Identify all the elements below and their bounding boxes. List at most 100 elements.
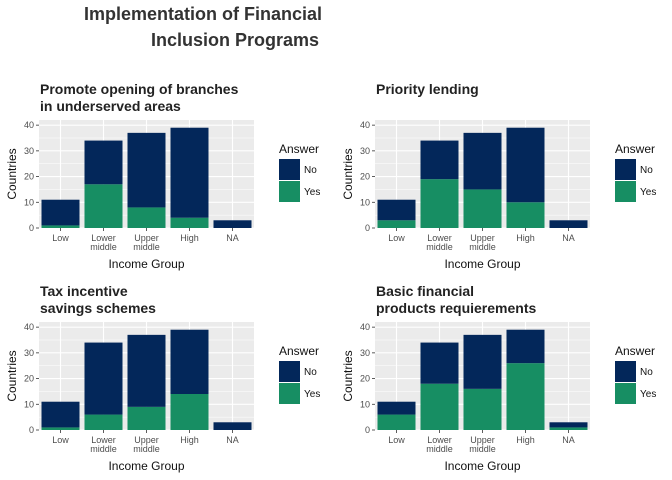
y-tick-label: 10	[24, 399, 34, 409]
x-tick-label: NA	[562, 435, 575, 445]
x-tick-label: Upper	[470, 233, 495, 243]
bar-yes-low	[41, 225, 80, 228]
bar-yes-upper-middle	[463, 189, 502, 228]
bar-no-upper-middle	[127, 334, 166, 407]
legend-key-no	[279, 159, 300, 180]
y-tick-label: 10	[24, 197, 34, 207]
y-tick-label: 20	[24, 374, 34, 384]
y-tick-label: 20	[24, 172, 34, 182]
bar-yes-high	[170, 394, 209, 430]
x-tick-label: middle	[426, 444, 453, 454]
chart-title-line: products requierements	[376, 300, 536, 316]
x-axis-label: Income Group	[108, 257, 184, 271]
bar-yes-na	[549, 427, 588, 430]
x-tick-label: NA	[226, 233, 239, 243]
x-axis-label: Income Group	[444, 459, 520, 473]
x-tick-label: High	[516, 435, 535, 445]
x-tick-label: Upper	[470, 435, 495, 445]
x-tick-label: Lower	[427, 233, 452, 243]
legend-title: Answer	[615, 142, 655, 156]
bar-yes-low	[377, 414, 416, 430]
chart-svg: Basic financial products requierements 0 1…	[341, 283, 656, 473]
bar-yes-lower-middle	[420, 383, 459, 430]
x-tick-label: middle	[133, 444, 160, 454]
chart-panel-tax-incentive: Tax incentive savings schemes 0 10 20 30 40 Lo…	[0, 280, 336, 480]
bar-yes-high	[506, 202, 545, 228]
bar-yes-lower-middle	[84, 414, 123, 430]
y-axis-label: Countries	[341, 350, 355, 401]
y-tick-label: 20	[360, 374, 370, 384]
chart-panel-basic-products: Basic financial products requierements 0 1…	[336, 280, 672, 480]
bar-yes-low	[377, 220, 416, 228]
y-tick-label: 40	[24, 120, 34, 130]
x-tick-label: middle	[90, 242, 117, 252]
bar-no-high	[506, 127, 545, 203]
y-tick-label: 30	[360, 348, 370, 358]
chart-title-line: Basic financial	[376, 283, 474, 299]
y-tick-label: 0	[365, 425, 370, 435]
main-title-line-1: Implementation of Financial	[84, 4, 323, 24]
x-axis-label: Income Group	[108, 459, 184, 473]
x-tick-label: Low	[52, 233, 69, 243]
x-tick-label: High	[180, 435, 199, 445]
bar-no-low	[377, 199, 416, 221]
bar-no-lower-middle	[84, 342, 123, 415]
main-title: Implementation of Financial Inclusion Pr…	[0, 0, 672, 60]
bar-no-upper-middle	[127, 132, 166, 208]
chart-title-line: Priority lending	[376, 81, 479, 97]
y-axis-label: Countries	[5, 350, 19, 401]
bar-yes-low	[41, 427, 80, 430]
bar-no-upper-middle	[463, 132, 502, 190]
x-tick-label: High	[180, 233, 199, 243]
x-tick-label: middle	[133, 242, 160, 252]
bar-no-high	[170, 127, 209, 218]
chart-panel-priority-lending: Priority lending 0 10 20 30 40 Low Lower middle U…	[336, 78, 672, 278]
bar-no-low	[41, 199, 80, 226]
bar-no-na	[549, 220, 588, 228]
y-tick-label: 10	[360, 197, 370, 207]
bar-no-high	[506, 329, 545, 364]
legend-label-no: No	[304, 367, 317, 378]
x-tick-label: middle	[426, 242, 453, 252]
chart-title-line: Promote opening of branches	[40, 81, 239, 97]
legend-key-yes	[615, 383, 636, 404]
chart-title-line: savings schemes	[40, 300, 156, 316]
bar-no-upper-middle	[463, 334, 502, 389]
bar-no-low	[41, 401, 80, 428]
x-tick-label: Upper	[134, 435, 159, 445]
bar-no-lower-middle	[420, 342, 459, 384]
legend-key-yes	[279, 383, 300, 404]
bar-yes-lower-middle	[84, 184, 123, 228]
x-tick-label: Lower	[91, 435, 116, 445]
x-tick-label: Low	[388, 233, 405, 243]
legend-key-yes	[279, 181, 300, 202]
y-tick-label: 20	[360, 172, 370, 182]
legend-key-no	[279, 361, 300, 382]
legend-label-yes: Yes	[304, 187, 320, 198]
bar-yes-high	[506, 363, 545, 430]
legend-label-no: No	[640, 367, 653, 378]
legend-title: Answer	[279, 142, 319, 156]
bar-no-na	[213, 422, 252, 430]
y-tick-label: 40	[24, 322, 34, 332]
x-tick-label: Upper	[134, 233, 159, 243]
chart-title-line: in underserved areas	[40, 98, 181, 114]
legend-key-yes	[615, 181, 636, 202]
y-tick-label: 10	[360, 399, 370, 409]
x-tick-label: High	[516, 233, 535, 243]
y-tick-label: 0	[365, 223, 370, 233]
x-tick-label: NA	[226, 435, 239, 445]
legend-label-no: No	[640, 165, 653, 176]
legend-label-no: No	[304, 165, 317, 176]
legend-title: Answer	[279, 344, 319, 358]
legend-label-yes: Yes	[304, 389, 320, 400]
x-tick-label: Lower	[91, 233, 116, 243]
x-tick-label: middle	[469, 242, 496, 252]
bar-no-lower-middle	[420, 140, 459, 180]
legend-label-yes: Yes	[640, 187, 656, 198]
bar-yes-upper-middle	[127, 207, 166, 228]
y-tick-label: 40	[360, 322, 370, 332]
legend-key-no	[615, 159, 636, 180]
y-tick-label: 40	[360, 120, 370, 130]
bar-yes-lower-middle	[420, 179, 459, 228]
